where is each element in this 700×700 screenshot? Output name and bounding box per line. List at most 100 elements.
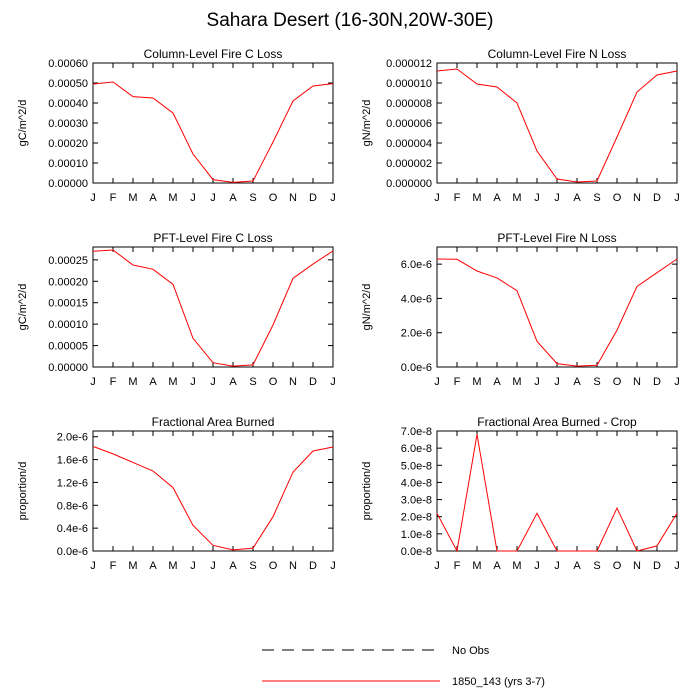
- x-tick-label: M: [128, 560, 137, 572]
- x-tick-label: O: [613, 376, 622, 388]
- y-tick-label: 0.000000: [386, 178, 432, 190]
- y-tick-label: 4.0e-6: [401, 293, 432, 305]
- y-tick-label: 0.00020: [48, 138, 88, 150]
- y-tick-label: 0.0e-8: [401, 546, 432, 558]
- x-tick-label: M: [128, 192, 137, 204]
- series-line: [436, 258, 678, 367]
- y-tick-label: 7.0e-8: [401, 426, 432, 438]
- panel-title: Column-Level Fire N Loss: [488, 47, 627, 61]
- x-tick-label: O: [269, 560, 278, 572]
- x-tick-label: J: [534, 560, 540, 572]
- y-tick-label: 1.6e-6: [57, 455, 88, 467]
- y-tick-label: 0.00030: [48, 118, 88, 130]
- y-tick-label: 6.0e-8: [401, 443, 432, 455]
- x-tick-label: M: [472, 376, 481, 388]
- y-axis-label: gC/m^2/d: [17, 284, 29, 331]
- x-tick-label: J: [330, 376, 336, 388]
- x-tick-label: D: [309, 376, 317, 388]
- figure-title: Sahara Desert (16-30N,20W-30E): [206, 10, 494, 31]
- y-tick-label: 0.00060: [48, 58, 88, 70]
- y-tick-label: 1.0e-8: [401, 529, 432, 541]
- x-tick-label: J: [90, 192, 96, 204]
- x-tick-label: O: [269, 192, 278, 204]
- x-tick-label: J: [190, 560, 196, 572]
- panel-3: PFT-Level Fire C Loss gC/m^2/d 0.00000 0.00…: [17, 231, 336, 388]
- x-tick-label: M: [128, 376, 137, 388]
- plot-frame: [92, 430, 334, 552]
- y-tick-label: 0.8e-6: [57, 500, 88, 512]
- y-tick-label: 0.00015: [48, 298, 88, 310]
- x-tick-label: S: [249, 376, 256, 388]
- y-tick-label: 0.00005: [48, 341, 88, 353]
- y-tick-label: 1.2e-6: [57, 477, 88, 489]
- x-tick-label: J: [90, 560, 96, 572]
- y-tick-label: 0.000006: [386, 118, 432, 130]
- y-tick-label: 6.0e-6: [401, 259, 432, 271]
- x-tick-label: J: [434, 560, 440, 572]
- y-tick-label: 5.0e-8: [401, 460, 432, 472]
- x-tick-label: J: [90, 376, 96, 388]
- x-tick-label: J: [554, 376, 560, 388]
- panel-title: Column-Level Fire C Loss: [144, 47, 283, 61]
- x-tick-label: N: [633, 376, 641, 388]
- x-tick-label: F: [110, 192, 117, 204]
- plot-frame: [436, 246, 678, 368]
- x-tick-label: M: [512, 192, 521, 204]
- panel-title: PFT-Level Fire C Loss: [153, 231, 272, 245]
- y-tick-label: 0.4e-6: [57, 523, 88, 535]
- x-tick-label: A: [229, 560, 237, 572]
- y-tick-label: 2.0e-6: [57, 432, 88, 444]
- y-tick-label: 0.00000: [48, 362, 88, 374]
- x-tick-label: M: [168, 560, 177, 572]
- y-tick-label: 0.00010: [48, 319, 88, 331]
- x-tick-label: A: [149, 560, 157, 572]
- x-tick-label: A: [493, 376, 501, 388]
- x-tick-label: J: [210, 376, 216, 388]
- y-axis-label: proportion/d: [361, 462, 373, 521]
- x-tick-label: D: [309, 192, 317, 204]
- panel-5: Fractional Area Burned proportion/d 0.0e-6…: [17, 415, 336, 572]
- x-tick-label: N: [289, 560, 297, 572]
- panel-title: Fractional Area Burned - Crop: [477, 415, 637, 429]
- x-tick-label: J: [674, 376, 680, 388]
- y-axis-label: proportion/d: [17, 462, 29, 521]
- x-tick-label: N: [633, 192, 641, 204]
- panel-1: Column-Level Fire C Loss gC/m^2/d 0.00000 0…: [17, 47, 336, 204]
- x-tick-label: M: [168, 192, 177, 204]
- panel-4: PFT-Level Fire N Loss gN/m^2/d 0.0e-6 2.0e-…: [361, 231, 680, 388]
- y-tick-label: 0.00025: [48, 255, 88, 267]
- y-tick-label: 0.0e-6: [401, 362, 432, 374]
- x-tick-label: J: [434, 192, 440, 204]
- x-tick-label: S: [593, 376, 600, 388]
- series-line: [436, 68, 678, 183]
- panels-group: Column-Level Fire C LossgC/m^2/d0.000000…: [17, 47, 680, 572]
- x-tick-label: D: [653, 560, 661, 572]
- x-tick-label: M: [512, 560, 521, 572]
- x-tick-label: J: [330, 560, 336, 572]
- y-tick-label: 3.0e-8: [401, 495, 432, 507]
- y-tick-label: 0.00000: [48, 178, 88, 190]
- y-tick-label: 0.00010: [48, 158, 88, 170]
- x-tick-label: A: [149, 376, 157, 388]
- x-tick-label: F: [454, 192, 461, 204]
- y-axis-label: gN/m^2/d: [361, 284, 373, 331]
- legend: No Obs 1850_143 (yrs 3-7): [262, 645, 545, 688]
- series-line: [92, 445, 334, 551]
- y-tick-label: 0.00050: [48, 78, 88, 90]
- x-tick-label: A: [573, 560, 581, 572]
- y-tick-label: 0.000012: [386, 58, 432, 70]
- x-tick-label: M: [512, 376, 521, 388]
- x-tick-label: D: [309, 560, 317, 572]
- x-tick-label: F: [110, 376, 117, 388]
- plot-frame: [92, 62, 334, 184]
- x-tick-label: D: [653, 376, 661, 388]
- x-tick-label: J: [534, 192, 540, 204]
- x-tick-label: S: [593, 560, 600, 572]
- x-tick-label: J: [434, 376, 440, 388]
- plot-frame: [92, 246, 334, 368]
- x-tick-label: F: [454, 560, 461, 572]
- x-tick-label: A: [229, 192, 237, 204]
- x-tick-label: O: [269, 376, 278, 388]
- x-tick-label: J: [554, 560, 560, 572]
